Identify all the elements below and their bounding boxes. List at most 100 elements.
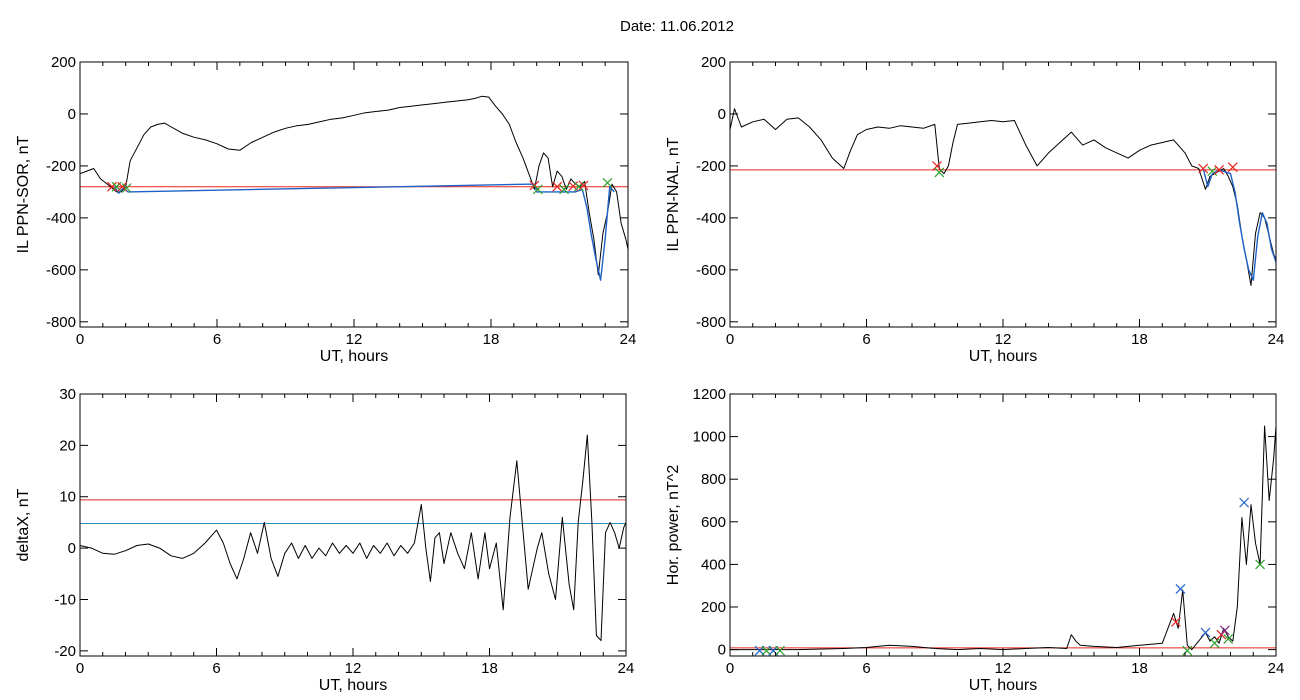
plot-frame [729, 61, 1277, 328]
x-axis-label: UT, hours [969, 677, 1037, 694]
x-tick-label: 18 [483, 331, 500, 348]
marker-stroke [552, 181, 563, 192]
marker-stroke [1175, 583, 1186, 594]
event-marker [532, 184, 543, 195]
y-tick-label: -600 [696, 262, 726, 279]
event-marker [1175, 583, 1186, 594]
x-axis-label: UT, hours [319, 677, 387, 694]
data-trace [79, 434, 627, 642]
marker-stroke [1207, 166, 1218, 177]
event-marker [107, 181, 117, 192]
marker-stroke [934, 167, 945, 178]
y-tick-label: 400 [701, 556, 726, 573]
event-marker [1182, 645, 1193, 656]
marker-stroke [602, 177, 613, 188]
event-marker [602, 177, 613, 188]
marker-stroke [1214, 164, 1225, 175]
y-tick-label: 200 [701, 599, 726, 616]
x-tick-label: 18 [481, 660, 498, 677]
y-tick-label: 0 [68, 106, 76, 123]
x-tick-label: 18 [1131, 331, 1148, 348]
x-tick-label: 12 [995, 331, 1012, 348]
marker-stroke [578, 180, 589, 191]
event-marker [1214, 164, 1225, 175]
x-tick-label: 12 [345, 660, 362, 677]
y-tick-label: 1000 [693, 429, 726, 446]
marker-stroke [1255, 559, 1265, 570]
marker-stroke [532, 184, 543, 195]
chart-panel-4: 0 6 12 18 24 1200 1000 800 600 400 200 0 UT, hours Ho… [665, 386, 1284, 694]
event-marker [552, 181, 563, 192]
x-axis-label: UT, hours [969, 348, 1037, 365]
marker-stroke [1227, 162, 1238, 173]
plot-frame [729, 393, 1277, 657]
marker-stroke [775, 645, 785, 656]
y-axis-label: Hor. power, nT^2 [665, 465, 682, 586]
y-tick-label: 0 [718, 642, 726, 659]
x-axis-label: UT, hours [320, 348, 388, 365]
x-tick-label: 0 [726, 660, 734, 677]
event-marker [1200, 627, 1211, 638]
event-marker [1223, 634, 1234, 644]
y-tick-label: -800 [46, 314, 76, 331]
y-tick-label: 800 [701, 471, 726, 488]
marker-stroke [1170, 616, 1181, 627]
event-marker [1198, 163, 1209, 174]
y-axis-label: deltaX, nT [15, 488, 32, 561]
event-marker [1219, 625, 1230, 636]
x-tick-label: 0 [76, 331, 84, 348]
event-marker [1227, 162, 1238, 173]
y-tick-label: 0 [68, 540, 76, 557]
marker-stroke [107, 181, 117, 192]
event-marker [934, 167, 945, 178]
event-marker [121, 183, 132, 193]
y-axis-label: IL PPN-SOR, nT [15, 135, 32, 253]
x-tick-label: 6 [212, 660, 220, 677]
x-tick-label: 6 [862, 331, 870, 348]
event-marker [1209, 638, 1220, 649]
x-tick-label: 12 [995, 660, 1012, 677]
marker-stroke [1209, 638, 1220, 649]
x-tick-label: 18 [1131, 660, 1148, 677]
x-tick-label: 24 [620, 331, 637, 348]
marker-stroke [117, 181, 128, 192]
highlight-trace [113, 183, 615, 281]
y-tick-label: -10 [54, 591, 76, 608]
marker-stroke [1223, 634, 1234, 644]
y-tick-label: -800 [696, 314, 726, 331]
y-tick-label: -200 [696, 158, 726, 175]
y-axis-label: IL PPN-NAL, nT [665, 137, 682, 251]
y-tick-label: 20 [59, 437, 76, 454]
y-tick-label: -600 [46, 262, 76, 279]
y-tick-label: 600 [701, 514, 726, 531]
marker-stroke [1200, 627, 1211, 638]
plot-frame [79, 61, 629, 328]
marker-stroke [1198, 163, 1209, 174]
y-tick-label: 200 [51, 54, 76, 71]
data-trace [730, 425, 1277, 651]
marker-stroke [932, 160, 942, 171]
event-marker [1239, 497, 1250, 508]
x-tick-label: 0 [726, 331, 734, 348]
x-tick-label: 24 [1268, 331, 1285, 348]
y-tick-label: -400 [696, 210, 726, 227]
event-marker [1255, 559, 1265, 570]
plot-frame [79, 393, 627, 657]
event-marker [775, 645, 785, 656]
x-tick-label: 0 [76, 660, 84, 677]
page-title: Date: 11.06.2012 [620, 18, 734, 35]
chart-panel-2: 0 6 12 18 24 200 0 -200 -400 -600 -800 UT, hours IL … [665, 54, 1284, 365]
data-trace [729, 108, 1277, 286]
chart-panel-1: 0 6 12 18 24 200 0 -200 -400 -600 -800 UT, hours IL … [15, 54, 636, 365]
x-tick-label: 24 [618, 660, 635, 677]
y-tick-label: 0 [718, 106, 726, 123]
chart-panel-3: 0 6 12 18 24 30 20 10 0 -10 -20 UT, hours deltaX, nT [15, 386, 634, 694]
x-tick-label: 6 [862, 660, 870, 677]
data-trace [79, 95, 629, 276]
x-tick-label: 24 [1268, 660, 1285, 677]
event-marker [559, 184, 569, 195]
y-tick-label: 200 [701, 54, 726, 71]
highlight-trace [1202, 168, 1277, 281]
event-marker [1170, 616, 1181, 627]
marker-stroke [1239, 497, 1250, 508]
